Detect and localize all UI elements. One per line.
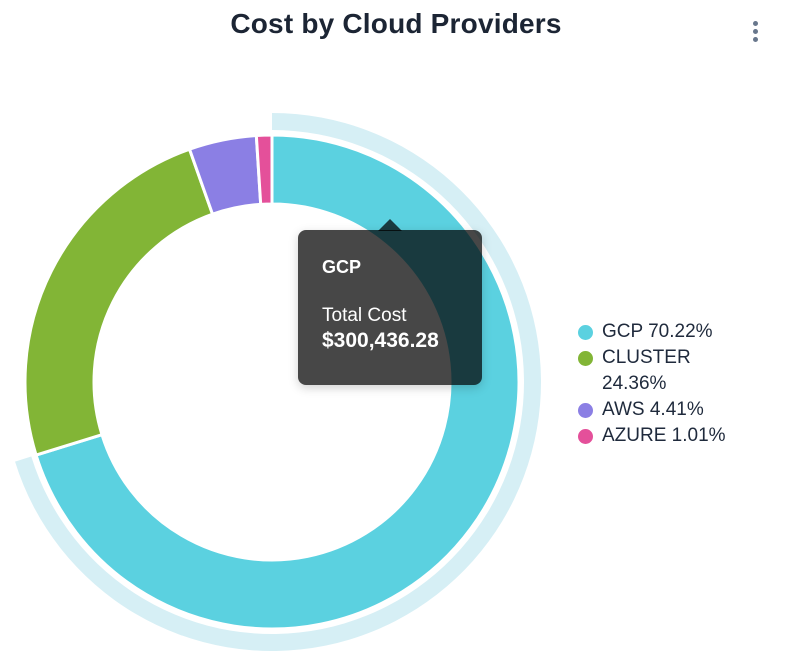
legend-item-gcp[interactable]: GCP 70.22% bbox=[578, 319, 748, 345]
legend: GCP 70.22% CLUSTER 24.36% AWS 4.41% AZURE 1… bbox=[578, 319, 748, 449]
pie-slice-azure[interactable] bbox=[254, 133, 274, 206]
legend-label: CLUSTER 24.36% bbox=[602, 347, 691, 394]
legend-item-aws[interactable]: AWS 4.41% bbox=[578, 397, 748, 423]
legend-marker-icon bbox=[578, 350, 593, 366]
tooltip: GCP Total Cost $300,436.28 bbox=[298, 219, 482, 385]
legend-marker-icon bbox=[578, 324, 593, 340]
legend-item-azure[interactable]: AZURE 1.01% bbox=[578, 423, 748, 449]
legend-marker-icon bbox=[578, 428, 593, 444]
kebab-menu-button[interactable] bbox=[746, 14, 764, 48]
legend-marker-icon bbox=[578, 402, 593, 418]
tooltip-title: GCP bbox=[322, 257, 362, 277]
legend-label: AZURE 1.01% bbox=[602, 425, 726, 446]
legend-item-cluster[interactable]: CLUSTER 24.36% bbox=[578, 345, 748, 397]
tooltip-metric-value: $300,436.28 bbox=[322, 329, 439, 352]
legend-label: GCP 70.22% bbox=[602, 321, 713, 342]
legend-label: AWS 4.41% bbox=[602, 399, 704, 420]
pie-slice-cluster[interactable] bbox=[23, 147, 215, 457]
kebab-dot-icon bbox=[752, 36, 758, 42]
tooltip-metric-label: Total Cost bbox=[322, 305, 407, 326]
kebab-dot-icon bbox=[752, 28, 758, 34]
chart-title: Cost by Cloud Providers bbox=[230, 8, 562, 39]
kebab-dot-icon bbox=[752, 20, 758, 26]
